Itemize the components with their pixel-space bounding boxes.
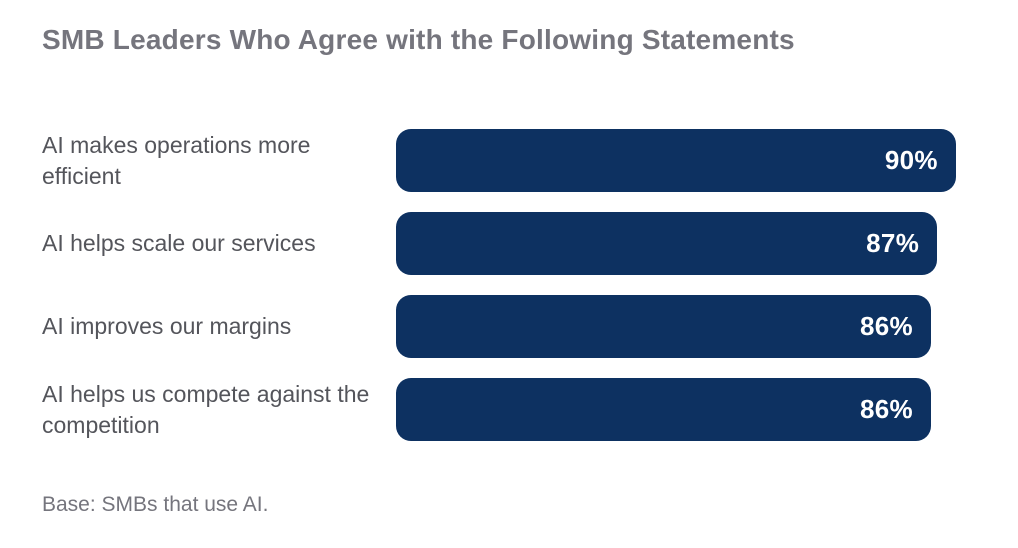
bar-track: 90% (396, 129, 1018, 192)
bar: 86% (396, 295, 931, 358)
bar-chart: AI makes operations more efficient 90% A… (42, 129, 1018, 441)
bar-value-label: 90% (884, 145, 938, 175)
category-label: AI helps us compete against the competit… (42, 380, 370, 438)
bar: 90% (396, 129, 956, 192)
bar-track: 87% (396, 212, 1018, 275)
category-label: AI helps scale our services (42, 230, 316, 256)
chart-title: SMB Leaders Who Agree with the Following… (42, 24, 795, 55)
bar-row: AI helps us compete against the competit… (42, 378, 1018, 441)
bar-row: AI helps scale our services 87% (42, 212, 1018, 275)
bar-row: AI makes operations more efficient 90% (42, 129, 1018, 192)
category-label: AI improves our margins (42, 313, 292, 339)
bar-track: 86% (396, 378, 1018, 441)
bar-value-label: 86% (859, 311, 913, 341)
bar-value-label: 86% (859, 394, 913, 424)
category-label: AI makes operations more efficient (42, 131, 311, 189)
bar-value-label: 87% (866, 228, 920, 258)
bar-row: AI improves our margins 86% (42, 295, 1018, 358)
bar: 87% (396, 212, 938, 275)
chart-footnote: Base: SMBs that use AI. (42, 493, 269, 516)
bar-track: 86% (396, 295, 1018, 358)
bar: 86% (396, 378, 931, 441)
